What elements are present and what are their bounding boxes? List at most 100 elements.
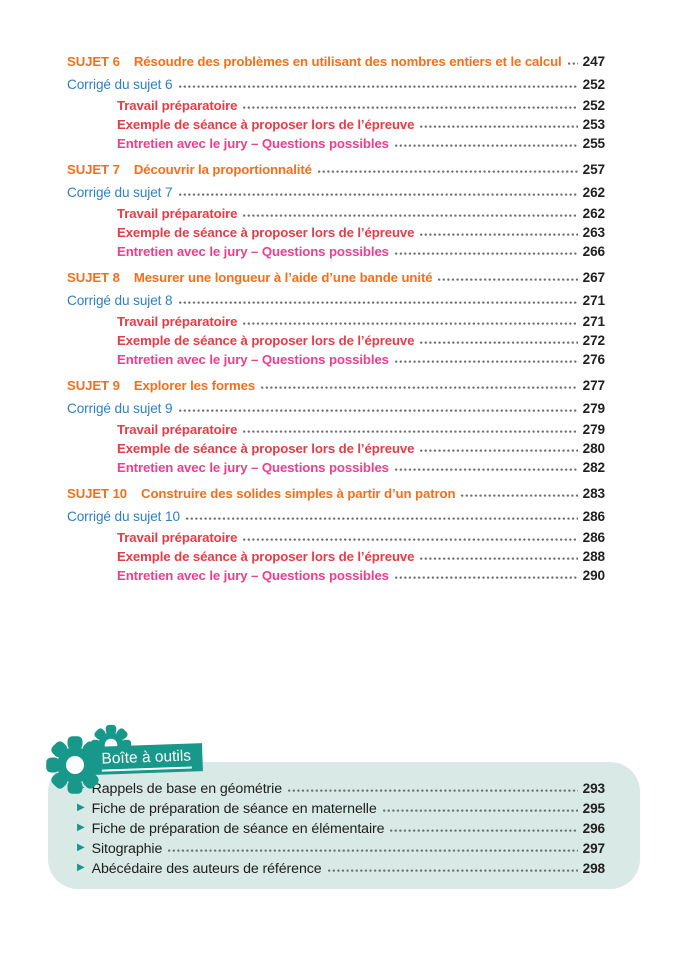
dotted-leader <box>243 105 578 110</box>
toolbox-item-page-number: 297 <box>582 841 605 856</box>
sub-item-label: Exemple de séance à proposer lors de l’é… <box>117 225 415 240</box>
dotted-leader <box>394 143 578 148</box>
sub-item-page-number: 271 <box>582 314 605 329</box>
dotted-leader <box>317 169 578 174</box>
sujet-number-label: SUJET 8 <box>67 270 120 285</box>
triangle-bullet-icon: ▶ <box>77 842 85 853</box>
dotted-leader <box>288 788 578 793</box>
sub-item-page-number: 280 <box>582 441 605 456</box>
toolbox-item-label: Sitographie <box>91 841 163 857</box>
sub-item-label: Travail préparatoire <box>117 98 238 113</box>
sub-item-label: Exemple de séance à proposer lors de l’é… <box>117 117 415 132</box>
dotted-leader <box>185 516 578 521</box>
dotted-leader <box>394 251 578 256</box>
dotted-leader <box>420 232 578 237</box>
toolbox-list: ▶ Rappels de base en géométrie 293 ▶ Fic… <box>48 762 640 879</box>
sub-item-page-number: 252 <box>582 98 605 113</box>
sub-item-label: Exemple de séance à proposer lors de l’é… <box>117 441 415 456</box>
corrige-label: Corrigé du sujet 10 <box>67 509 180 524</box>
toolbox-item-row: ▶ Sitographie 297 <box>77 839 605 859</box>
dotted-leader <box>178 84 578 89</box>
sub-item-page-number: 282 <box>582 460 605 475</box>
toolbox-item-label: Fiche de préparation de séance en matern… <box>91 801 377 817</box>
sujet-number-label: SUJET 6 <box>67 54 120 69</box>
sujet-title: Construire des solides simples à partir … <box>141 486 456 501</box>
sub-item-page-number: 279 <box>582 422 605 437</box>
sujet-title: Mesurer une longueur à l’aide d’une band… <box>133 270 433 285</box>
dotted-leader <box>243 321 578 326</box>
sujet-page-number: 283 <box>582 486 605 501</box>
toolbox-panel: Boîte à outils ▶ Rappels de base en géom… <box>46 724 640 889</box>
sub-item-label: Travail préparatoire <box>117 422 238 437</box>
sujet-number-label: SUJET 7 <box>67 162 120 177</box>
toolbox-item-page-number: 296 <box>582 821 605 836</box>
toc-sub-row: Travail préparatoire 252 <box>67 96 605 115</box>
corrige-page-number: 252 <box>582 77 605 92</box>
sub-item-label: Entretien avec le jury – Questions possi… <box>117 244 389 259</box>
dotted-leader <box>420 340 578 345</box>
toc-corrige-row: Corrigé du sujet 9 279 <box>67 399 605 418</box>
corrige-label: Corrigé du sujet 9 <box>67 401 173 416</box>
toc-sub-row: Entretien avec le jury – Questions possi… <box>67 350 605 369</box>
sub-item-label: Exemple de séance à proposer lors de l’é… <box>117 333 415 348</box>
toc-section: SUJET 10 Construire des solides simples … <box>67 484 605 585</box>
sub-item-label: Entretien avec le jury – Questions possi… <box>117 568 389 583</box>
toc-sujet-row: SUJET 8 Mesurer une longueur à l’aide d’… <box>67 268 605 287</box>
corrige-page-number: 271 <box>582 293 605 308</box>
dotted-leader <box>420 556 578 561</box>
triangle-bullet-icon: ▶ <box>77 862 85 873</box>
sub-item-page-number: 288 <box>582 549 605 564</box>
dotted-leader <box>390 828 578 833</box>
dotted-leader <box>261 385 578 390</box>
sujet-page-number: 257 <box>582 162 605 177</box>
toc-sujet-row: SUJET 6 Résoudre des problèmes en utilis… <box>67 52 605 71</box>
dotted-leader <box>178 192 578 197</box>
toc-section: SUJET 7 Découvrir la proportionnalité 25… <box>67 160 605 261</box>
corrige-page-number: 262 <box>582 185 605 200</box>
dotted-leader <box>243 213 578 218</box>
toc-sub-row: Entretien avec le jury – Questions possi… <box>67 242 605 261</box>
toc-sub-row: Entretien avec le jury – Questions possi… <box>67 566 605 585</box>
toolbox-item-label: Fiche de préparation de séance en élémen… <box>91 821 385 837</box>
toc-sujet-row: SUJET 9 Explorer les formes 277 <box>67 376 605 395</box>
toc-sub-row: Exemple de séance à proposer lors de l’é… <box>67 439 605 458</box>
sub-item-label: Entretien avec le jury – Questions possi… <box>117 352 389 367</box>
toc-sujet-row: SUJET 7 Découvrir la proportionnalité 25… <box>67 160 605 179</box>
sub-item-label: Entretien avec le jury – Questions possi… <box>117 460 389 475</box>
sujet-title: Explorer les formes <box>133 378 256 393</box>
toolbox-item-row: ▶ Rappels de base en géométrie 293 <box>77 779 605 799</box>
sub-item-label: Travail préparatoire <box>117 206 238 221</box>
corrige-page-number: 286 <box>582 509 605 524</box>
sub-item-page-number: 263 <box>582 225 605 240</box>
dotted-leader <box>243 429 578 434</box>
corrige-label: Corrigé du sujet 6 <box>67 77 173 92</box>
toc-sub-row: Travail préparatoire 262 <box>67 204 605 223</box>
toc-sujet-row: SUJET 10 Construire des solides simples … <box>67 484 605 503</box>
sub-item-page-number: 290 <box>582 568 605 583</box>
toolbox-item-row: ▶ Fiche de préparation de séance en élém… <box>77 819 605 839</box>
dotted-leader <box>461 493 578 498</box>
sub-item-label: Entretien avec le jury – Questions possi… <box>117 136 389 151</box>
sub-item-page-number: 253 <box>582 117 605 132</box>
sujet-number-label: SUJET 9 <box>67 378 120 393</box>
toolbox-item-page-number: 298 <box>582 861 605 876</box>
toolbox-item-row: ▶ Fiche de préparation de séance en mate… <box>77 799 605 819</box>
toc-list: SUJET 6 Résoudre des problèmes en utilis… <box>67 52 605 592</box>
toc-sub-row: Travail préparatoire 279 <box>67 420 605 439</box>
sujet-title: Résoudre des problèmes en utilisant des … <box>133 54 562 69</box>
toolbox-banner: Boîte à outils <box>90 743 203 775</box>
toc-sub-row: Exemple de séance à proposer lors de l’é… <box>67 223 605 242</box>
dotted-leader <box>420 124 578 129</box>
sujet-page-number: 267 <box>582 270 605 285</box>
toc-corrige-row: Corrigé du sujet 10 286 <box>67 507 605 526</box>
toc-corrige-row: Corrigé du sujet 7 262 <box>67 183 605 202</box>
toc-sub-row: Entretien avec le jury – Questions possi… <box>67 458 605 477</box>
toc-sub-row: Exemple de séance à proposer lors de l’é… <box>67 115 605 134</box>
toolbox-item-page-number: 295 <box>582 801 605 816</box>
toc-section: SUJET 9 Explorer les formes 277 Corrigé … <box>67 376 605 477</box>
sub-item-label: Travail préparatoire <box>117 314 238 329</box>
toc-sub-row: Travail préparatoire 271 <box>67 312 605 331</box>
triangle-bullet-icon: ▶ <box>77 802 85 813</box>
sub-item-page-number: 266 <box>582 244 605 259</box>
toolbox-item-row: ▶ Abécédaire des auteurs de référence 29… <box>77 859 605 879</box>
